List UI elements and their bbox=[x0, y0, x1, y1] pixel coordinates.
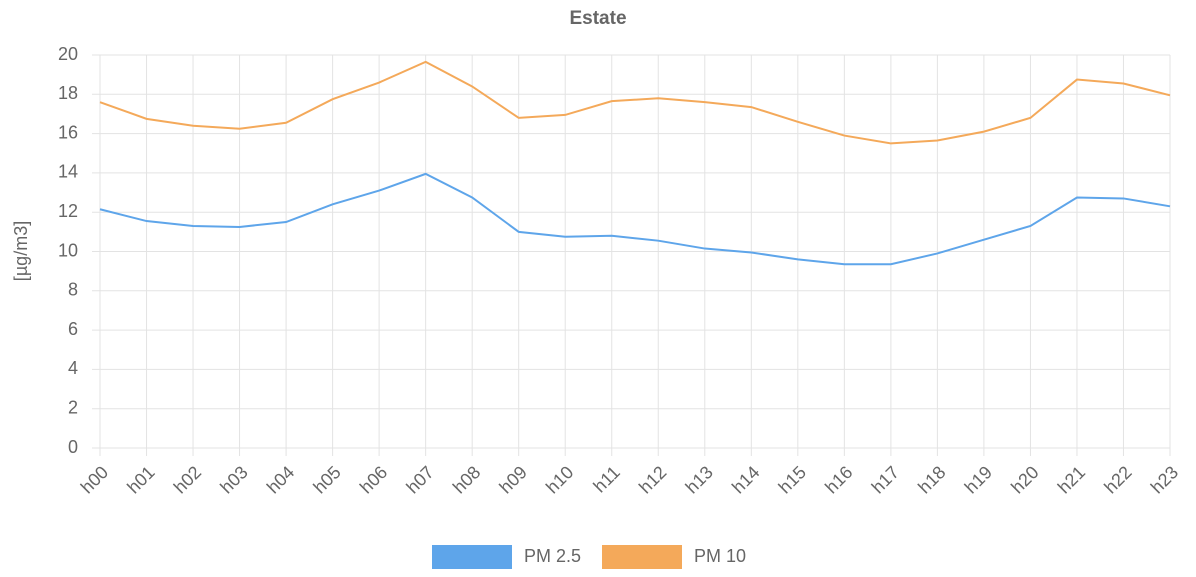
y-tick-label: 14 bbox=[58, 162, 78, 182]
x-tick-label: h13 bbox=[682, 462, 717, 497]
y-tick-label: 2 bbox=[68, 397, 78, 417]
x-tick-label: h08 bbox=[449, 462, 484, 497]
y-tick-label: 8 bbox=[68, 280, 78, 300]
y-tick-label: 16 bbox=[58, 122, 78, 142]
x-tick-label: h16 bbox=[821, 462, 856, 497]
x-tick-label: h09 bbox=[495, 462, 530, 497]
x-tick-label: h22 bbox=[1100, 462, 1135, 497]
x-tick-label: h10 bbox=[542, 462, 577, 497]
x-tick-label: h04 bbox=[263, 462, 298, 497]
legend-swatch bbox=[432, 545, 512, 569]
y-tick-label: 18 bbox=[58, 83, 78, 103]
x-tick-label: h20 bbox=[1007, 462, 1042, 497]
chart-title: Estate bbox=[569, 8, 626, 29]
y-tick-label: 4 bbox=[68, 358, 78, 378]
y-tick-label: 10 bbox=[58, 240, 78, 260]
x-tick-label: h07 bbox=[402, 462, 437, 497]
line-series bbox=[99, 60, 1171, 145]
x-tick-label: h14 bbox=[728, 462, 763, 497]
legend-label: PM 2.5 bbox=[524, 546, 581, 566]
x-tick-label: h11 bbox=[589, 462, 623, 496]
x-tick-label: h21 bbox=[1054, 462, 1089, 497]
x-tick-label: h02 bbox=[170, 462, 205, 497]
x-tick-label: h12 bbox=[635, 462, 670, 497]
x-tick-label: h06 bbox=[356, 462, 391, 497]
x-tick-label: h01 bbox=[123, 462, 158, 497]
x-tick-label: h23 bbox=[1147, 462, 1182, 497]
y-tick-label: 12 bbox=[58, 201, 78, 221]
line-series bbox=[99, 172, 1171, 266]
y-axis-label: [µg/m3] bbox=[11, 221, 31, 281]
x-tick-label: h19 bbox=[961, 462, 996, 497]
x-tick-label: h18 bbox=[914, 462, 949, 497]
x-tick-label: h17 bbox=[868, 462, 903, 497]
x-tick-label: h15 bbox=[775, 462, 810, 497]
legend-swatch bbox=[602, 545, 682, 569]
x-tick-label: h05 bbox=[309, 462, 344, 497]
x-tick-label: h03 bbox=[216, 462, 251, 497]
x-tick-label: h00 bbox=[77, 462, 112, 497]
legend-label: PM 10 bbox=[694, 546, 746, 566]
y-tick-label: 0 bbox=[68, 437, 78, 457]
y-tick-label: 6 bbox=[68, 319, 78, 339]
y-tick-label: 20 bbox=[58, 44, 78, 64]
